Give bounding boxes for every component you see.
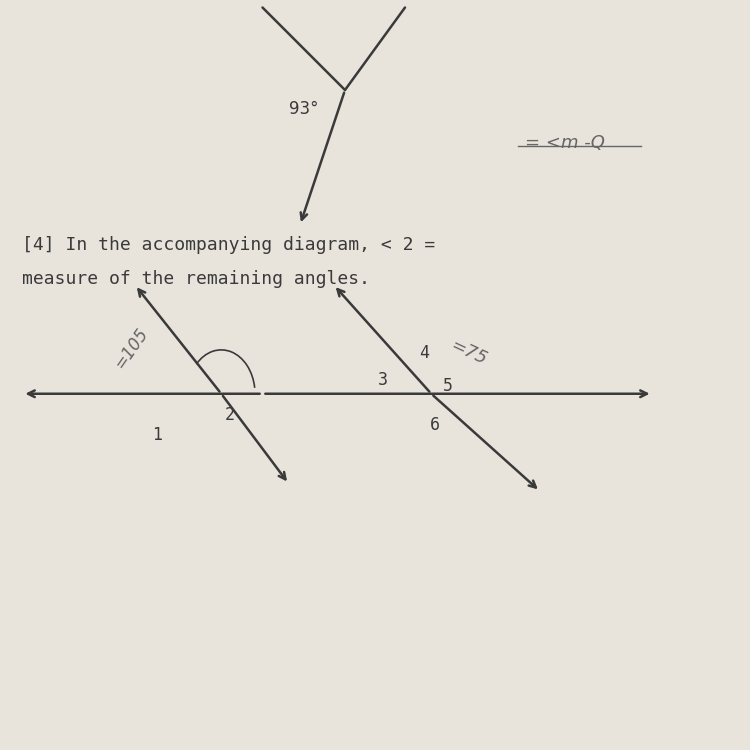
Text: 6: 6: [430, 416, 440, 434]
Text: 93°: 93°: [289, 100, 318, 118]
Text: 4: 4: [419, 344, 429, 362]
Text: =75: =75: [448, 336, 490, 369]
Text: 1: 1: [152, 426, 163, 444]
Text: =105: =105: [111, 325, 152, 373]
Text: [4] In the accompanying diagram, < 2 =: [4] In the accompanying diagram, < 2 =: [22, 236, 436, 254]
Text: 3: 3: [377, 371, 388, 389]
Text: 2: 2: [225, 406, 236, 424]
Text: measure of the remaining angles.: measure of the remaining angles.: [22, 270, 370, 288]
Text: 5: 5: [442, 377, 453, 395]
Text: = <m -Q: = <m -Q: [525, 134, 605, 152]
